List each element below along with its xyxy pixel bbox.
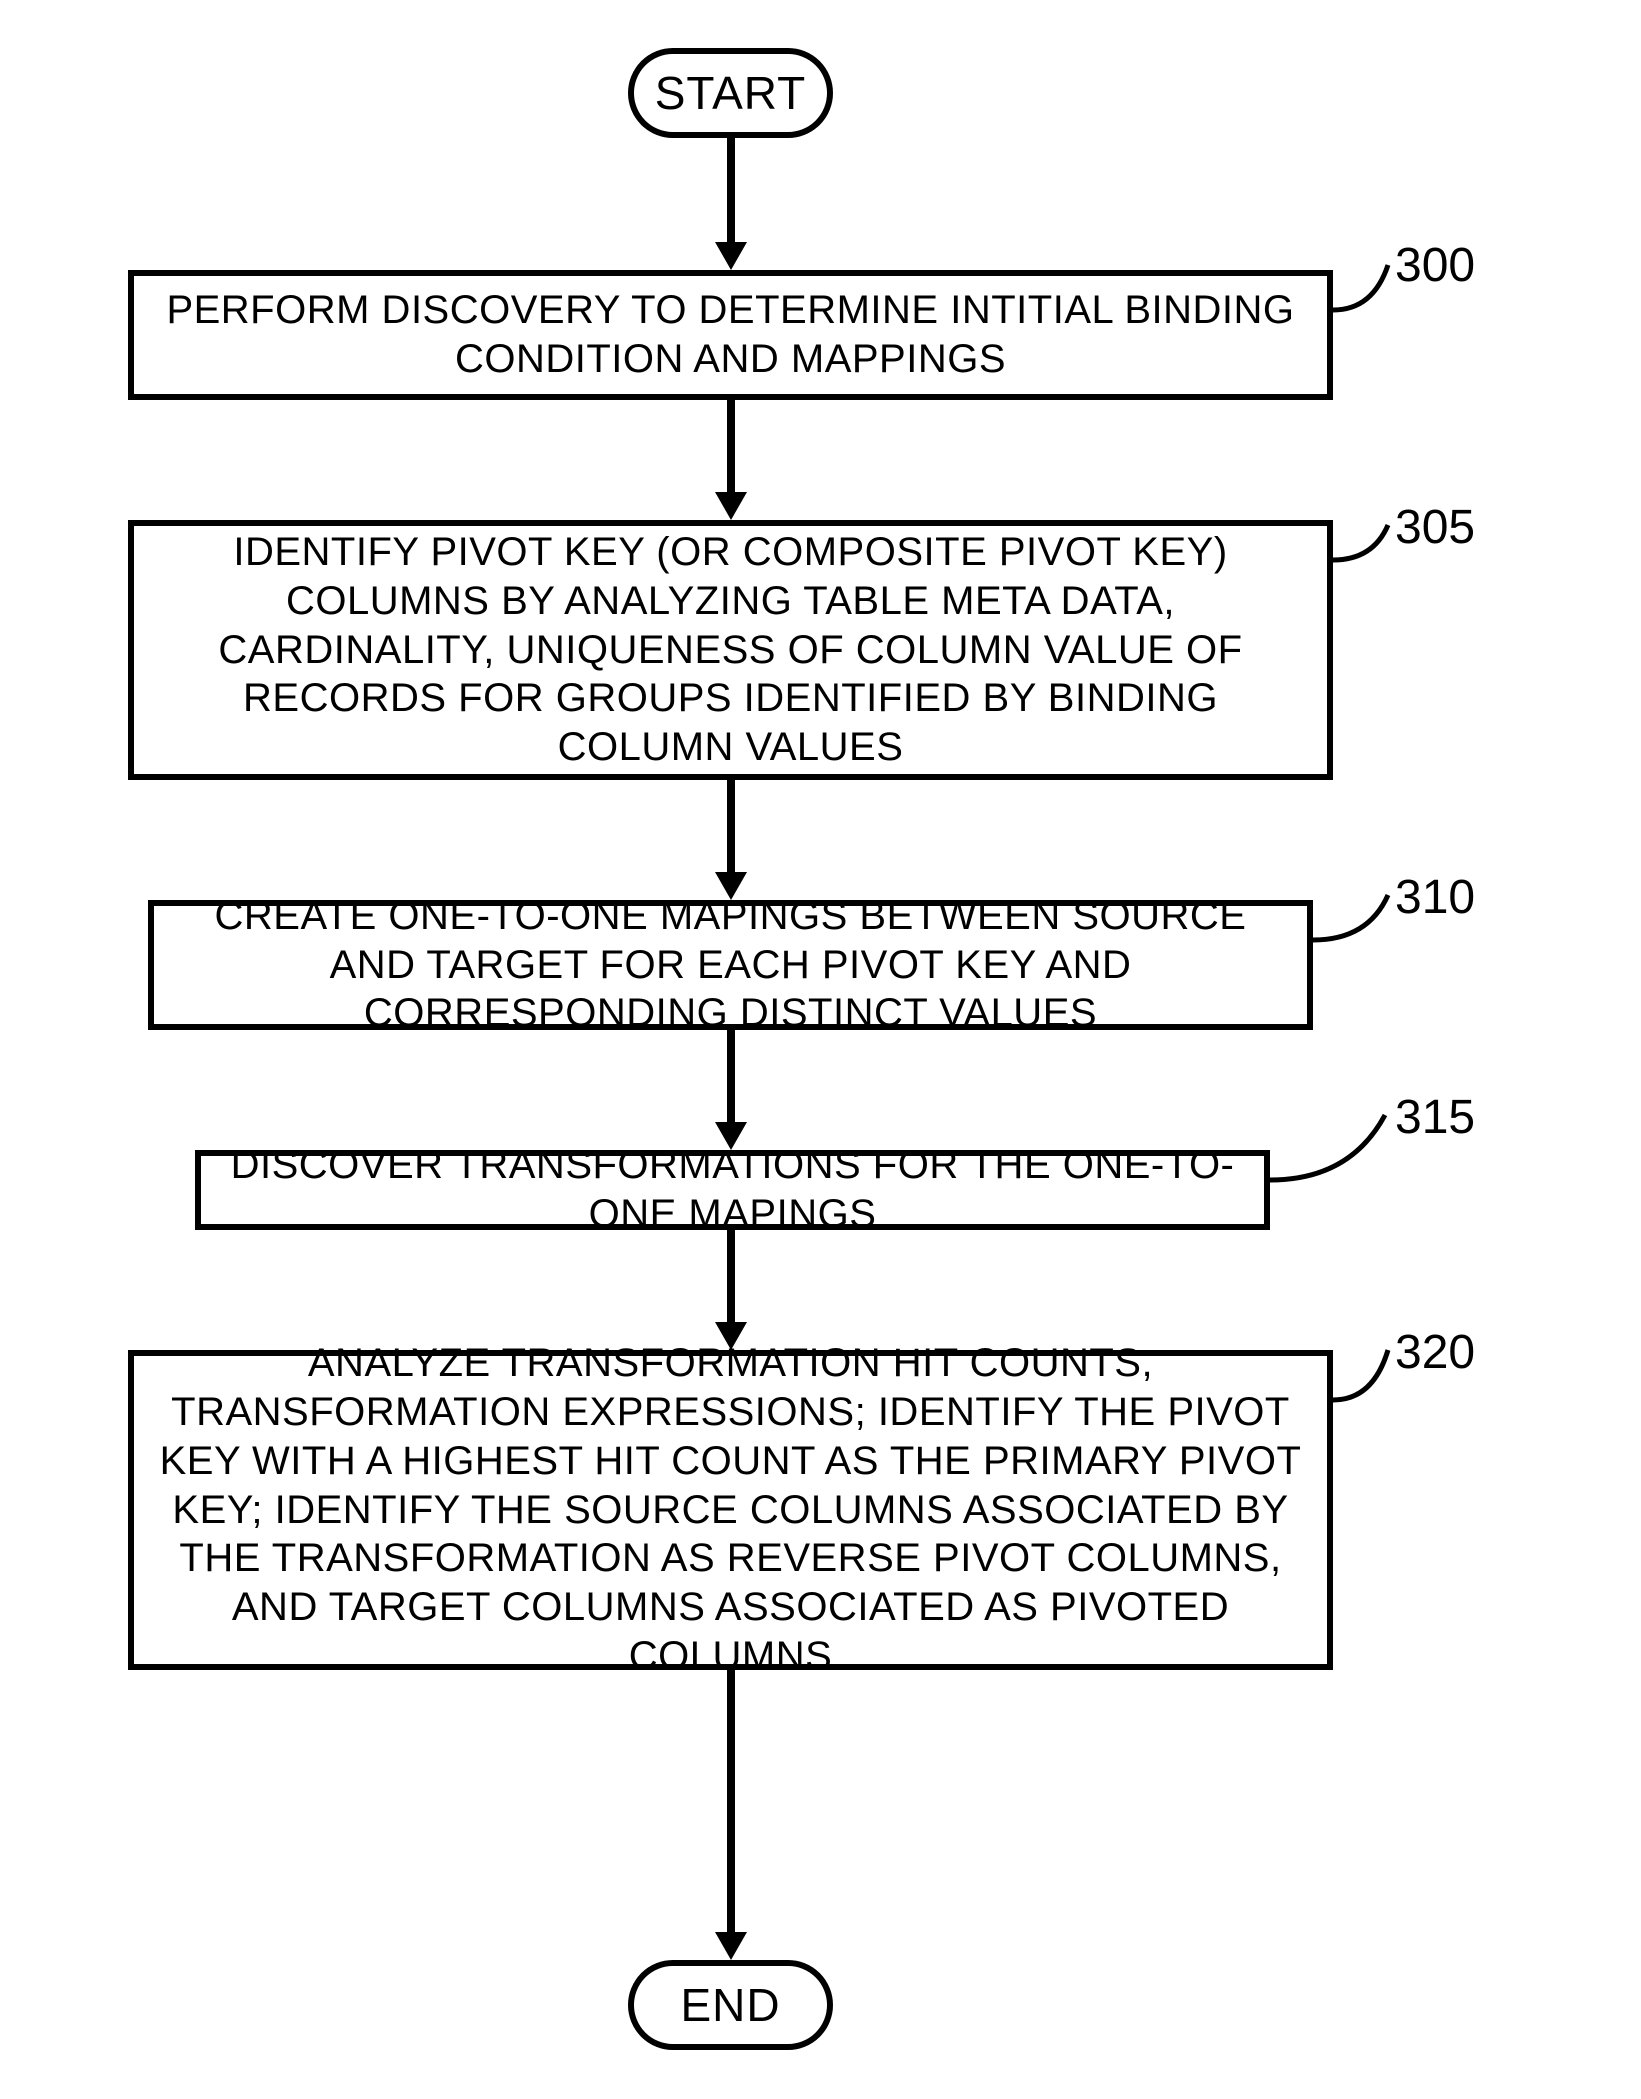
terminator-start: START (628, 48, 833, 138)
arrow-4-line (727, 1030, 735, 1122)
process-310-text: CREATE ONE-TO-ONE MAPINGS BETWEEN SOURCE… (176, 892, 1285, 1038)
arrow-3-line (727, 780, 735, 872)
arrow-6-line (727, 1670, 735, 1932)
callout-300 (1333, 260, 1413, 330)
callout-305 (1333, 520, 1413, 580)
process-305: IDENTIFY PIVOT KEY (OR COMPOSITE PIVOT K… (128, 520, 1333, 780)
arrow-2-line (727, 400, 735, 492)
process-300: PERFORM DISCOVERY TO DETERMINE INTITIAL … (128, 270, 1333, 400)
terminator-end: END (628, 1960, 833, 2050)
arrow-1-line (727, 138, 735, 242)
callout-320 (1333, 1345, 1413, 1415)
callout-315 (1270, 1110, 1410, 1200)
terminator-end-label: END (680, 1978, 780, 2032)
arrow-3-head (715, 872, 747, 900)
arrow-5-head (715, 1322, 747, 1350)
process-300-text: PERFORM DISCOVERY TO DETERMINE INTITIAL … (156, 286, 1305, 384)
callout-310 (1313, 890, 1413, 960)
process-315: DISCOVER TRANSFORMATIONS FOR THE ONE-TO-… (195, 1150, 1270, 1230)
process-310: CREATE ONE-TO-ONE MAPINGS BETWEEN SOURCE… (148, 900, 1313, 1030)
terminator-start-label: START (655, 66, 807, 120)
flowchart-canvas: START PERFORM DISCOVERY TO DETERMINE INT… (0, 0, 1641, 2099)
arrow-1-head (715, 242, 747, 270)
arrow-2-head (715, 492, 747, 520)
process-320: ANALYZE TRANSFORMATION HIT COUNTS, TRANS… (128, 1350, 1333, 1670)
arrow-4-head (715, 1122, 747, 1150)
arrow-6-head (715, 1932, 747, 1960)
process-320-text: ANALYZE TRANSFORMATION HIT COUNTS, TRANS… (156, 1339, 1305, 1681)
arrow-5-line (727, 1230, 735, 1322)
process-315-text: DISCOVER TRANSFORMATIONS FOR THE ONE-TO-… (223, 1141, 1242, 1239)
process-305-text: IDENTIFY PIVOT KEY (OR COMPOSITE PIVOT K… (156, 528, 1305, 772)
